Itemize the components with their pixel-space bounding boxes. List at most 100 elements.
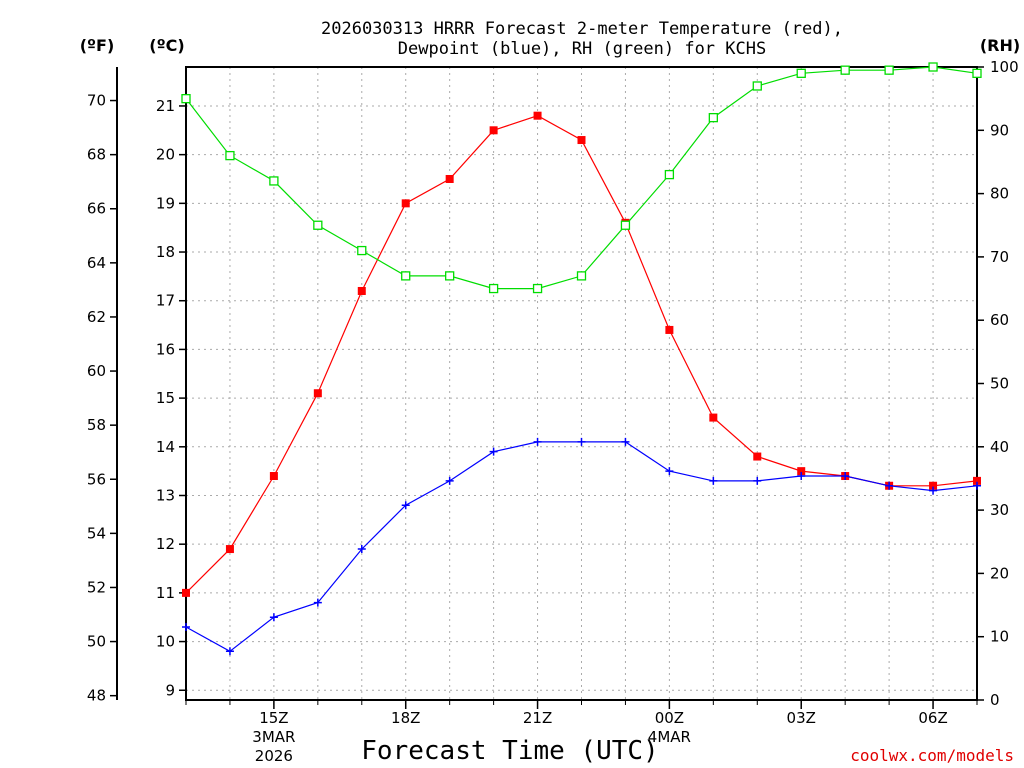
temperature-point [401, 199, 410, 208]
fahrenheit-tick-label: 64 [87, 254, 106, 272]
dewpoint-point [313, 598, 322, 607]
dewpoint-point [753, 476, 762, 485]
rh-point [664, 169, 675, 180]
dewpoint-point [973, 481, 981, 490]
plot-frame [185, 66, 978, 701]
rh-tick-label: 10 [990, 628, 1009, 646]
dewpoint-point [182, 622, 190, 631]
celsius-tick-label: 15 [156, 389, 175, 407]
rh-point [796, 68, 806, 78]
temperature-point [225, 545, 234, 554]
celsius-unit-label: (ºC) [149, 36, 184, 55]
x-tick-label: 18Z [391, 709, 420, 727]
x-tick-label: 06Z [918, 709, 947, 727]
dewpoint-point [269, 613, 278, 622]
temperature-point [357, 286, 366, 295]
temperature-point [489, 126, 498, 135]
celsius-tick-label: 10 [156, 633, 175, 651]
axes: 9 10 11 12 13 14 15 16 17 18 19 20 21 48 50 52 54 56 58 60 6… [87, 58, 1019, 765]
dewpoint-point [665, 467, 674, 476]
temperature-point [973, 476, 981, 485]
series-lines [181, 62, 982, 656]
rh-tick-label: 80 [990, 185, 1009, 203]
fahrenheit-tick-label: 56 [87, 470, 106, 488]
rh-point [269, 176, 279, 186]
rh-point [445, 271, 455, 281]
rh-point [928, 62, 938, 72]
dewpoint-point [577, 437, 586, 446]
dewpoint-point [885, 481, 894, 490]
rh-point [840, 65, 850, 75]
rh-point [357, 245, 367, 256]
temperature-point [929, 481, 938, 490]
x-tick-label: 03Z [787, 709, 816, 727]
rh-unit-label: (RH) [980, 36, 1020, 55]
rh-point [488, 283, 499, 294]
rh-tick-label: 100 [990, 58, 1019, 76]
fahrenheit-tick-label: 68 [87, 146, 106, 164]
dewpoint-point [709, 476, 718, 485]
rh-point [884, 65, 894, 75]
x-tick-label: 21Z [523, 709, 552, 727]
dewpoint-point [401, 501, 410, 510]
dewpoint-point [797, 472, 806, 481]
grid-lines [185, 67, 978, 700]
chart-title-line1: 2026030313 HRRR Forecast 2-meter Tempera… [321, 19, 843, 39]
temperature-point [797, 467, 806, 476]
temperature-point [445, 174, 454, 183]
dewpoint-point [621, 437, 630, 446]
celsius-tick-label: 20 [156, 146, 175, 164]
temperature-point [313, 389, 322, 398]
fahrenheit-tick-label: 58 [87, 416, 106, 434]
dewpoint-point [533, 437, 542, 446]
rh-point [620, 220, 631, 230]
dewpoint-point [841, 472, 850, 481]
celsius-tick-label: 17 [156, 292, 175, 310]
x-tick-label: 00Z [655, 709, 684, 727]
dewpoint-point [489, 447, 498, 456]
rh-line [185, 66, 978, 290]
rh-point [972, 68, 982, 78]
fahrenheit-tick-label: 54 [87, 524, 106, 542]
rh-point [532, 283, 543, 294]
rh-point [181, 94, 191, 104]
rh-tick-label: 20 [990, 564, 1009, 582]
dewpoint-point [357, 545, 366, 554]
rh-point [401, 271, 411, 281]
rh-tick-label: 0 [990, 691, 1000, 709]
fahrenheit-tick-label: 48 [87, 687, 106, 705]
rh-tick-label: 70 [990, 248, 1009, 266]
dewpoint-point [445, 476, 454, 485]
temperature-point [533, 111, 542, 120]
fahrenheit-unit-label: (ºF) [80, 36, 115, 55]
rh-point [225, 150, 235, 161]
celsius-tick-label: 18 [156, 243, 175, 261]
x-tick-date: 4MAR [648, 728, 691, 746]
x-tick-date: 3MAR [252, 728, 295, 746]
x-tick-label: 15Z [259, 709, 288, 727]
fahrenheit-tick-label: 50 [87, 633, 106, 651]
rh-tick-label: 60 [990, 311, 1009, 329]
celsius-tick-label: 16 [156, 340, 175, 358]
rh-tick-label: 30 [990, 501, 1009, 519]
x-axis-label: Forecast Time (UTC) [361, 736, 658, 766]
fahrenheit-tick-label: 60 [87, 362, 106, 380]
x-tick-year: 2026 [255, 747, 293, 765]
celsius-tick-label: 9 [165, 681, 175, 699]
rh-point [576, 271, 587, 281]
temperature-point [753, 452, 762, 461]
dewpoint-point [929, 486, 938, 495]
temperature-point [665, 325, 674, 334]
fahrenheit-tick-label: 62 [87, 308, 106, 326]
rh-tick-label: 90 [990, 121, 1009, 139]
fahrenheit-tick-label: 66 [87, 200, 106, 218]
chart-title-line2: Dewpoint (blue), RH (green) for KCHS [398, 39, 766, 59]
celsius-tick-label: 21 [156, 97, 175, 115]
fahrenheit-tick-label: 70 [87, 92, 106, 110]
celsius-tick-label: 13 [156, 486, 175, 504]
rh-point [708, 112, 718, 123]
rh-tick-label: 50 [990, 375, 1009, 393]
temperature-point [182, 588, 190, 597]
celsius-tick-label: 19 [156, 194, 175, 212]
